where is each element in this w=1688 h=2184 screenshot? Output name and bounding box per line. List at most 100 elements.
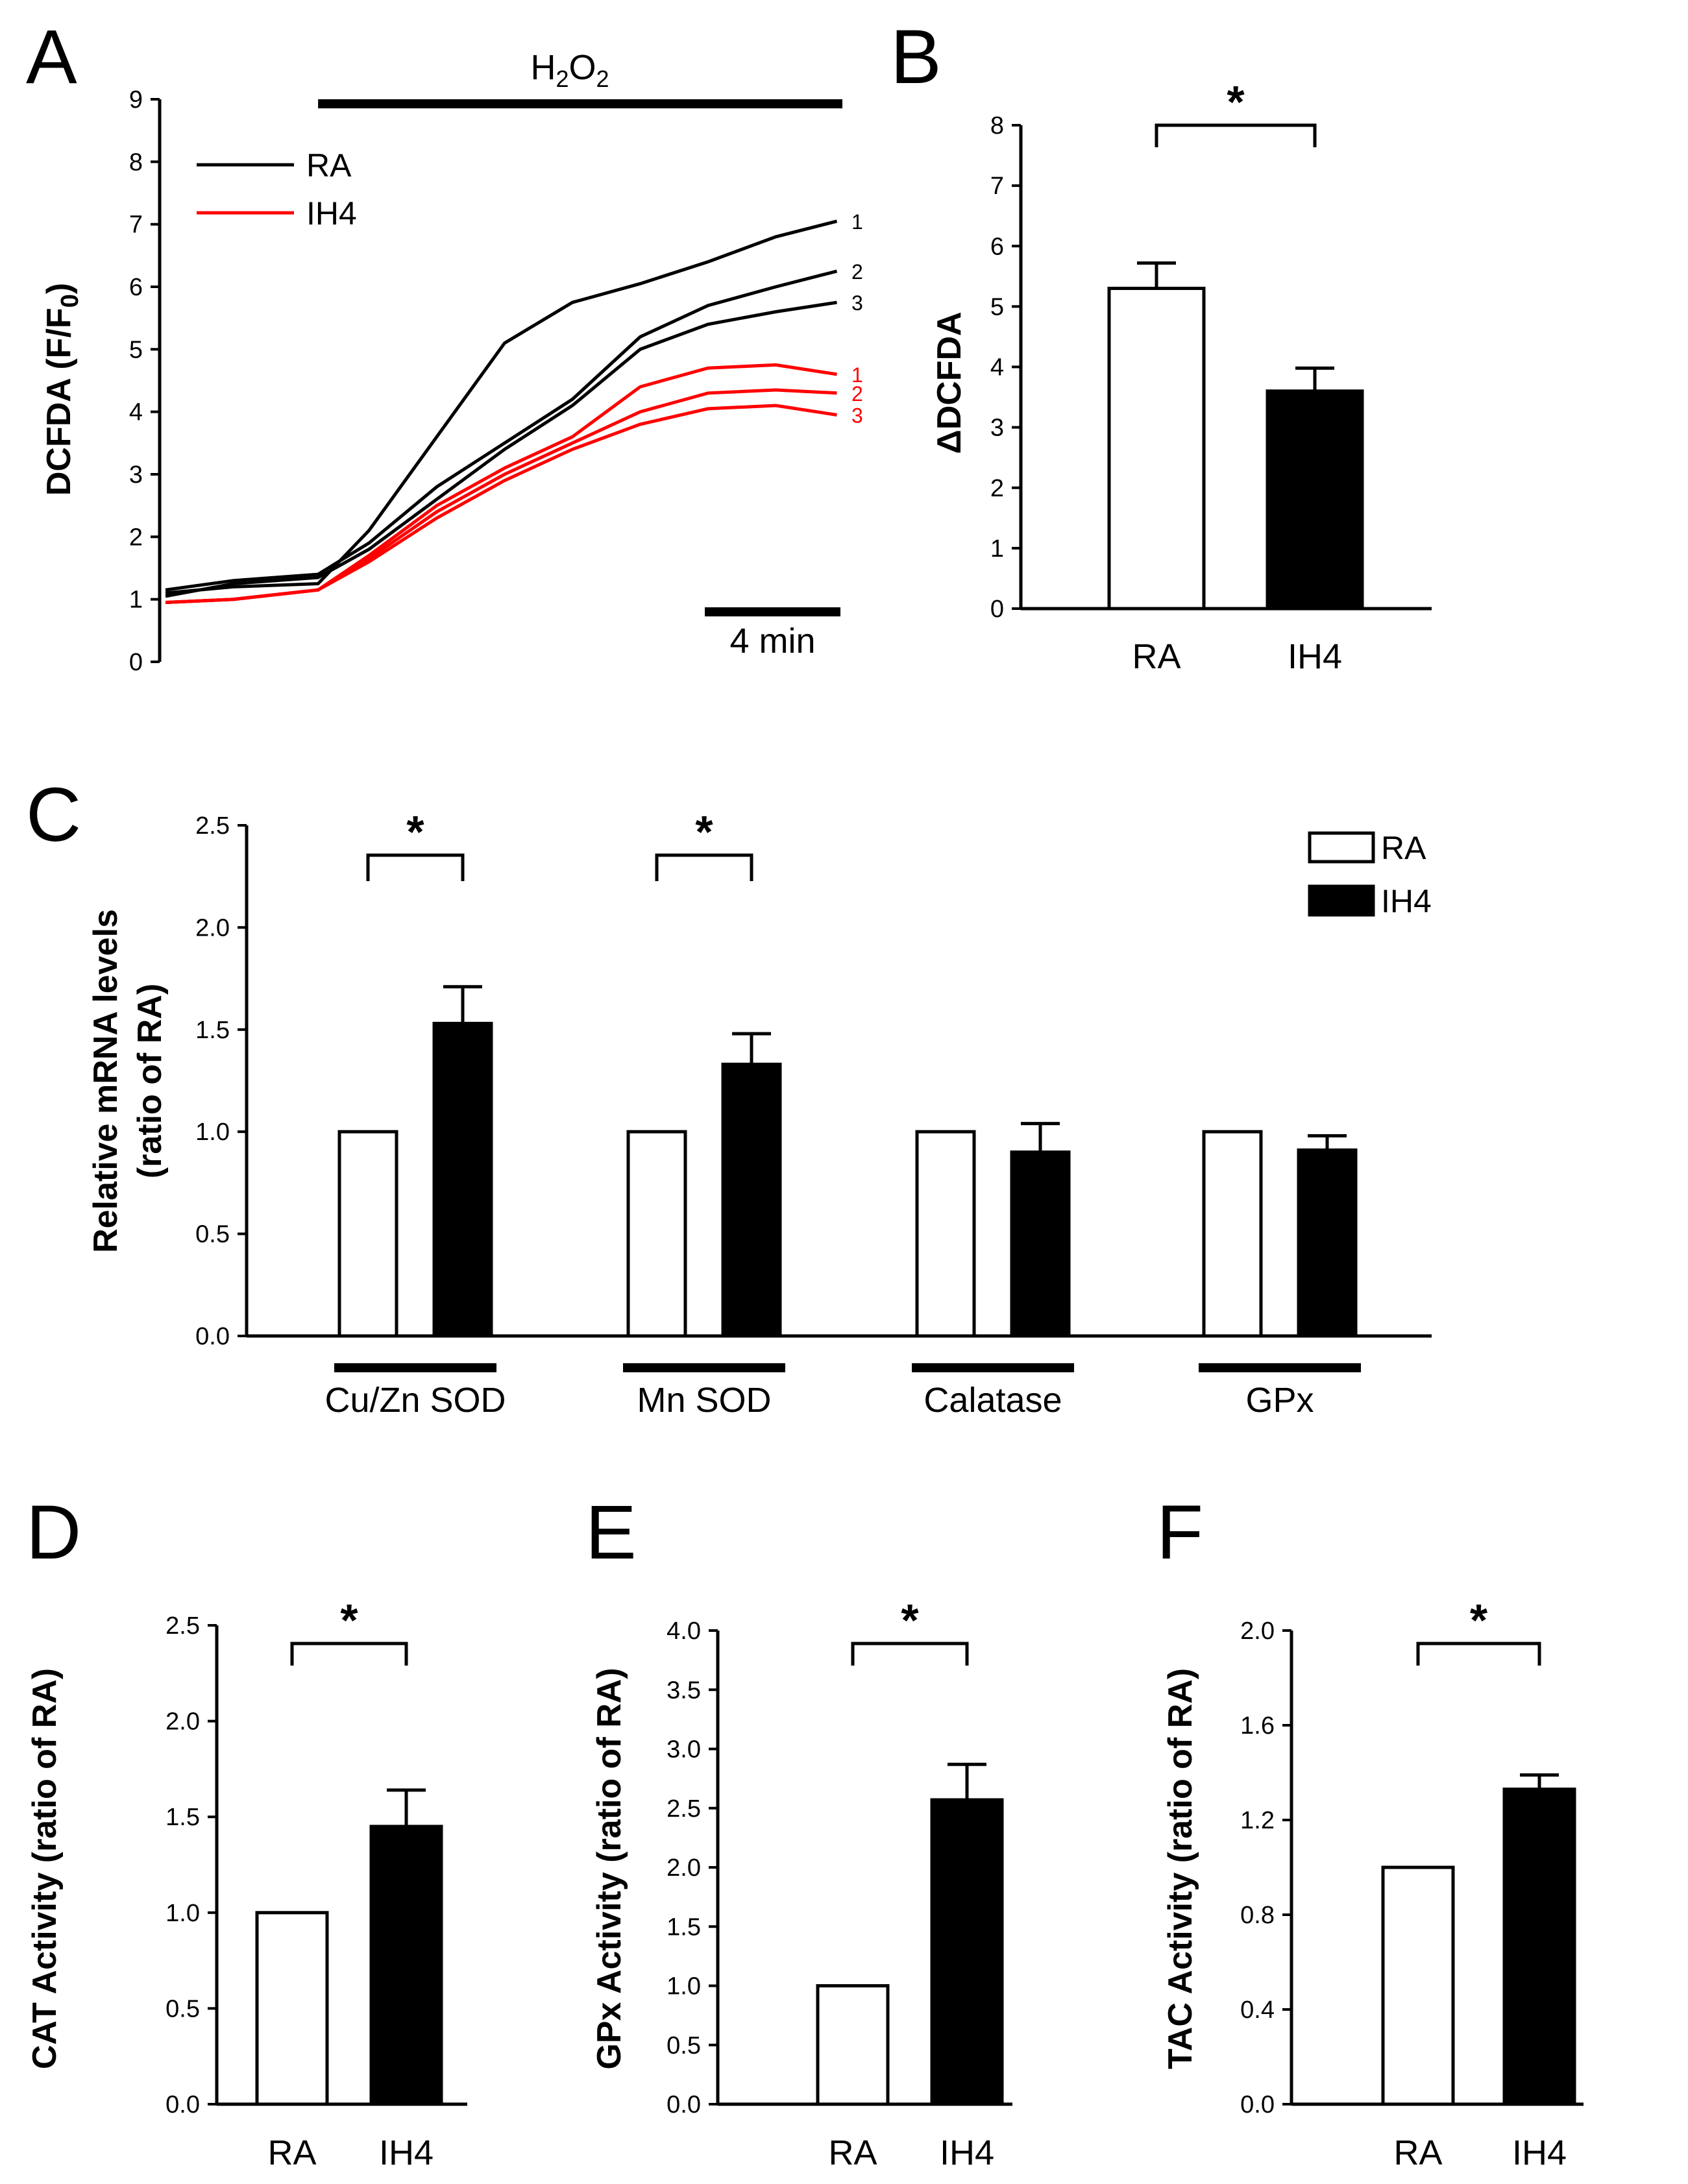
panel-d-y-tick-label-1: 0.5	[165, 1995, 200, 2022]
panel-f-significance-bracket	[1416, 1642, 1541, 1666]
panel-d-y-tick-label-4: 2.0	[165, 1708, 200, 1736]
panel-f-bar-ih4	[1502, 1788, 1576, 2106]
panel-b-y-tick-label-6: 6	[990, 233, 1004, 260]
panel-a-letter: A	[26, 14, 77, 100]
panel-c-legend-label-ih4: IH4	[1381, 883, 1432, 919]
panel-a-legend-label-ra: RA	[306, 147, 352, 184]
panel-c-significance-bracket-cu-zn-sod	[366, 853, 465, 881]
panel-b-bar-ih4	[1266, 389, 1364, 611]
panel-c-bar-mn-sod-ra	[626, 1130, 687, 1338]
panel-d-letter: D	[26, 1490, 81, 1575]
panel-a-trace-label-ih4-1: 1	[851, 363, 863, 387]
panel-d-y-tick-label-0: 0.0	[165, 2091, 200, 2118]
panel-a-trace-label-ih4-2: 2	[851, 382, 863, 406]
panel-e-y-axis-label: GPx Activity (ratio of RA)	[591, 1668, 628, 2069]
panel-a-trace-ra-1	[165, 219, 838, 595]
panel-c-bar-gpx-ra	[1202, 1130, 1263, 1338]
panel-c-y-tick-label-0: 0.0	[195, 1323, 230, 1350]
panel-b-y-tick-label-2: 2	[990, 475, 1004, 502]
panel-e-y-tick-label-0: 0.0	[667, 2091, 701, 2118]
panel-a-y-tick-label-3: 3	[129, 461, 143, 489]
panel-e-significance-bracket	[851, 1642, 969, 1666]
panel-e-y-tick-label-8: 4.0	[667, 1618, 701, 1645]
panel-e-significance-star: *	[901, 1595, 919, 1645]
panel-a-y-tick-label-9: 9	[129, 86, 143, 114]
panel-c-x-label-mn-sod: Mn SOD	[637, 1381, 771, 1420]
panel-e-x-label-ih4: IH4	[940, 2133, 994, 2172]
panel-e-y-tick-label-2: 1.0	[667, 1973, 701, 2000]
panel-f-y-axis-label: TAC Activity (ratio of RA)	[1162, 1668, 1199, 2069]
panel-f-x-label-ra: RA	[1393, 2133, 1442, 2172]
panel-f-y-tick-label-1: 0.4	[1240, 1996, 1275, 2024]
panel-a-y-tick-label-2: 2	[129, 524, 143, 551]
panel-b-letter: B	[890, 14, 942, 100]
panel-a-scale-bar-label: 4 min	[729, 622, 815, 661]
panel-b-y-tick-label-5: 5	[990, 293, 1004, 321]
panel-d-y-axis-label: CAT Activity (ratio of RA)	[26, 1668, 64, 2069]
panel-a-trace-ih4-3	[165, 404, 837, 604]
panel-b-y-tick-label-0: 0	[990, 596, 1004, 623]
panel-a-trace-ih4-2	[165, 388, 837, 604]
panel-e-bar-ih4	[930, 1798, 1004, 2106]
panel-e-y-tick-label-3: 1.5	[667, 1913, 701, 1941]
panel-a-treatment-label: H2O2	[530, 48, 609, 92]
panel-e-x-label-ra: RA	[828, 2133, 877, 2172]
panel-c-bar-mn-sod-ih4	[721, 1062, 782, 1338]
panel-d-significance-bracket	[290, 1642, 408, 1666]
panel-c-legend-swatch-ra	[1308, 831, 1375, 864]
panel-c-bar-gpx-ih4	[1297, 1148, 1358, 1338]
panel-f-y-tick-label-4: 1.6	[1240, 1712, 1275, 1740]
panel-e-bar-ra	[816, 1984, 890, 2106]
panel-c-bar-cu-zn-sod-ih4	[432, 1021, 493, 1338]
panel-d-bar-ih4	[369, 1825, 443, 2106]
panel-c-x-label-calatase: Calatase	[924, 1381, 1062, 1420]
panel-a-y-tick-label-8: 8	[129, 149, 143, 176]
panel-b-x-label-ra: RA	[1132, 637, 1180, 676]
panel-c-x-label-cu-zn-sod: Cu/Zn SOD	[324, 1381, 506, 1420]
panel-a-trace-label-ra-2: 2	[851, 260, 863, 284]
panel-c-letter: C	[26, 772, 81, 858]
panel-c-significance-star-mn-sod: *	[695, 807, 713, 857]
panel-c-bar-cu-zn-sod-ra	[337, 1130, 398, 1338]
panel-a-trace-label-ra-3: 3	[851, 291, 863, 315]
panel-a-y-tick-label-1: 1	[129, 587, 143, 614]
panel-e-y-tick-label-6: 3.0	[667, 1736, 701, 1764]
panel-a-y-tick-label-4: 4	[129, 399, 143, 426]
panel-c-x-label-gpx: GPx	[1245, 1381, 1314, 1420]
panel-a-trace-ra-2	[165, 269, 838, 592]
panel-b-x-label-ih4: IH4	[1288, 637, 1342, 676]
panel-c-y-tick-label-3: 1.5	[195, 1017, 230, 1044]
panel-e-y-tick-label-1: 0.5	[667, 2032, 701, 2059]
panel-b-y-tick-label-1: 1	[990, 535, 1004, 563]
panel-f-x-label-ih4: IH4	[1512, 2133, 1567, 2172]
panel-c-y-tick-label-4: 2.0	[195, 914, 230, 941]
panel-b-y-tick-label-4: 4	[990, 354, 1004, 382]
panel-c-y-axis-label: Relative mRNA levels (ratio of RA)	[87, 909, 169, 1253]
panel-c-legend-label-ra: RA	[1381, 830, 1426, 866]
panel-b-y-tick-label-7: 7	[990, 173, 1004, 200]
panel-f-y-tick-label-0: 0.0	[1240, 2091, 1275, 2118]
panel-d-y-tick-label-5: 2.5	[165, 1612, 200, 1640]
panel-c-y-tick-label-5: 2.5	[195, 812, 230, 840]
panel-c-y-tick-label-2: 1.0	[195, 1119, 230, 1146]
panel-d-y-tick-label-2: 1.0	[165, 1900, 200, 1927]
panel-b-y-axis-label: ΔDCFDA	[931, 311, 968, 454]
panel-a-y-tick-label-7: 7	[129, 212, 143, 239]
panel-c-bar-calatase-ih4	[1010, 1150, 1071, 1338]
panel-d-x-label-ih4: IH4	[379, 2133, 434, 2172]
panel-b-significance-star: *	[1227, 77, 1245, 127]
panel-f-y-tick-label-5: 2.0	[1240, 1618, 1275, 1645]
panel-b-y-tick-label-8: 8	[990, 112, 1004, 140]
panel-f-y-tick-label-2: 0.8	[1240, 1902, 1275, 1929]
panel-a-y-tick-label-6: 6	[129, 274, 143, 301]
panel-e-y-tick-label-5: 2.5	[667, 1795, 701, 1823]
panel-d-x-label-ra: RA	[267, 2133, 316, 2172]
panel-d-bar-ra	[255, 1911, 329, 2106]
panel-a-legend-label-ih4: IH4	[306, 195, 357, 232]
panel-f-significance-star: *	[1470, 1595, 1488, 1645]
panel-c-bar-calatase-ra	[915, 1130, 976, 1338]
panel-c-significance-bracket-mn-sod	[655, 853, 753, 881]
panel-d-y-tick-label-3: 1.5	[165, 1804, 200, 1831]
panel-a-y-tick-label-5: 5	[129, 336, 143, 363]
